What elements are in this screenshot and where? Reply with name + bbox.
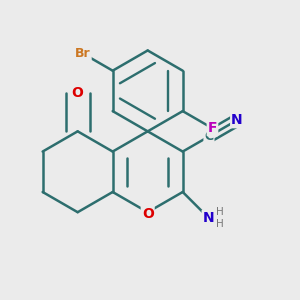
Text: F: F <box>208 121 217 135</box>
Text: H: H <box>216 207 224 217</box>
Text: O: O <box>142 207 154 221</box>
Text: O: O <box>72 86 84 100</box>
Text: N: N <box>202 211 214 225</box>
Text: C: C <box>204 130 214 143</box>
Text: H: H <box>216 219 224 229</box>
Text: Br: Br <box>75 47 91 60</box>
Text: N: N <box>231 113 243 127</box>
